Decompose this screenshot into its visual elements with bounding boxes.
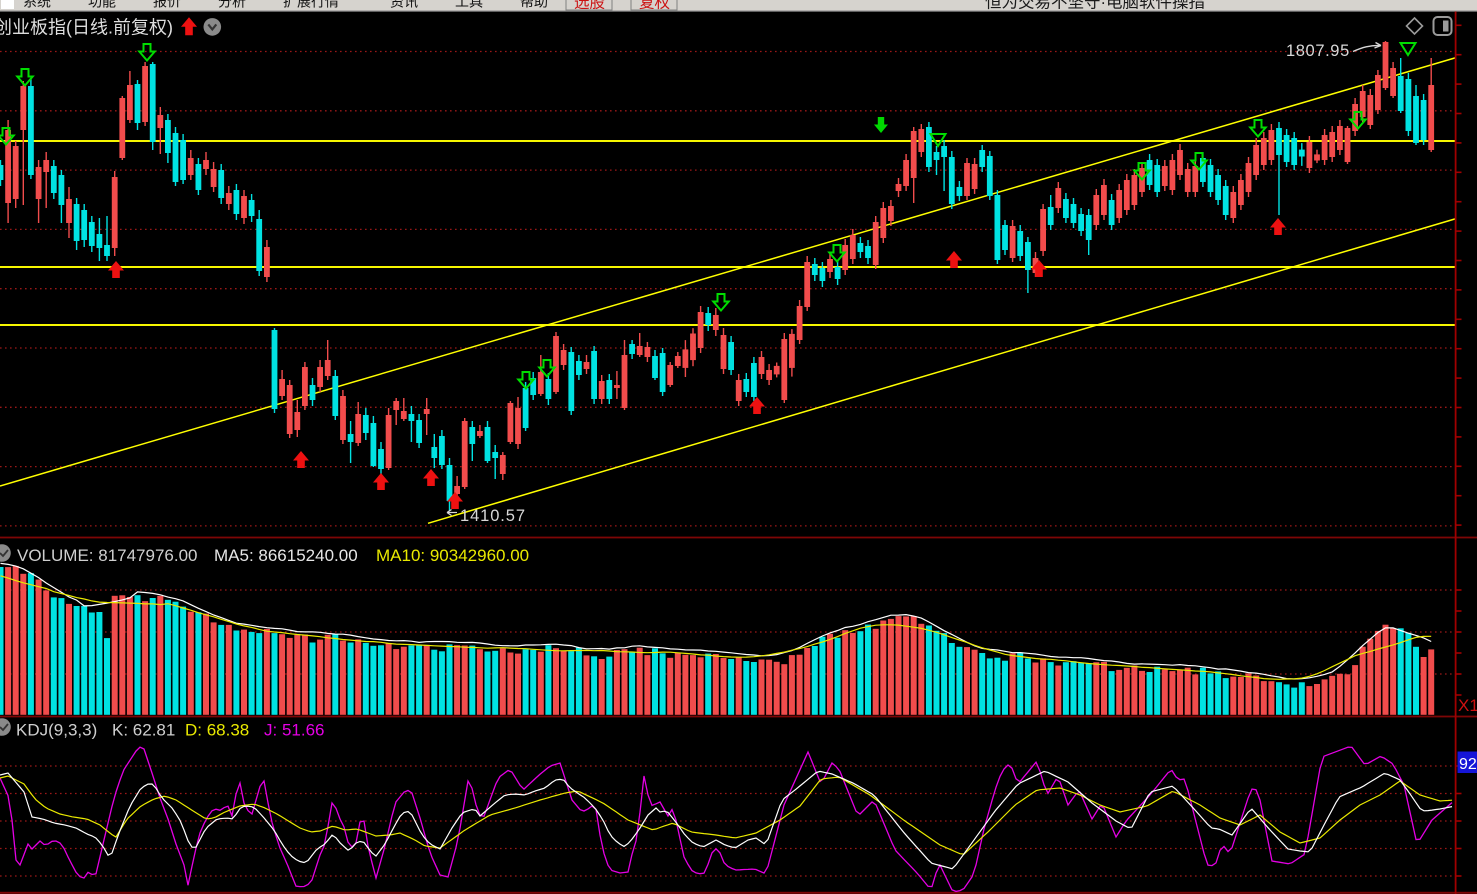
svg-text:选股: 选股 [574, 0, 605, 12]
svg-text:恒为交易不坚守·电脑软件操指: 恒为交易不坚守·电脑软件操指 [985, 0, 1205, 12]
svg-text:系统: 系统 [23, 0, 51, 10]
svg-text:扩展行情: 扩展行情 [283, 0, 339, 10]
svg-text:1410.57: 1410.57 [460, 507, 526, 525]
svg-text:创业板指(日线.前复权): 创业板指(日线.前复权) [0, 18, 173, 38]
svg-text:VOLUME: 81747976.00: VOLUME: 81747976.00 [17, 546, 198, 565]
svg-text:分析: 分析 [218, 0, 246, 10]
svg-text:D: 68.38: D: 68.38 [185, 721, 249, 740]
svg-text:报价: 报价 [153, 0, 181, 10]
svg-text:1807.95: 1807.95 [1286, 42, 1350, 60]
svg-text:复权: 复权 [639, 0, 670, 12]
svg-text:X1: X1 [1458, 696, 1477, 715]
svg-text:92: 92 [1459, 756, 1477, 773]
svg-text:KDJ(9,3,3): KDJ(9,3,3) [16, 721, 97, 740]
svg-text:MA10: 90342960.00: MA10: 90342960.00 [376, 546, 529, 565]
svg-text:帮助: 帮助 [520, 0, 548, 10]
svg-text:J: 51.66: J: 51.66 [264, 721, 325, 740]
svg-text:工具: 工具 [455, 0, 483, 10]
svg-text:MA5: 86615240.00: MA5: 86615240.00 [214, 546, 358, 565]
svg-text:资讯: 资讯 [390, 0, 418, 10]
svg-text:功能: 功能 [88, 0, 116, 10]
svg-text:K: 62.81: K: 62.81 [112, 721, 175, 740]
